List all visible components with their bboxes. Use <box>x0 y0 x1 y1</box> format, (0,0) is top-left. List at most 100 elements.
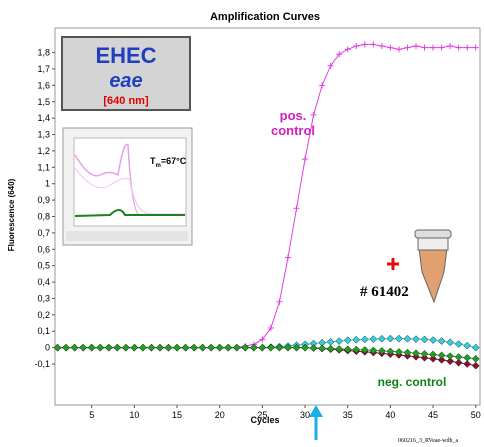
point <box>420 353 429 362</box>
point <box>403 348 412 357</box>
point <box>429 354 437 363</box>
point <box>53 343 62 352</box>
point <box>463 353 472 362</box>
point <box>386 334 395 343</box>
point <box>378 43 385 50</box>
point <box>387 44 394 51</box>
point <box>378 347 386 355</box>
point <box>454 358 463 367</box>
point <box>275 343 284 352</box>
y-tick-label: 1,4 <box>37 113 50 123</box>
point <box>344 46 351 53</box>
point <box>249 343 258 352</box>
point <box>353 43 360 50</box>
point <box>361 41 368 48</box>
point <box>198 343 207 352</box>
point <box>276 298 283 305</box>
point <box>471 343 480 352</box>
label-box <box>61 36 191 111</box>
point <box>335 337 344 345</box>
melting-inset: Tm=67°C <box>62 127 193 246</box>
point <box>438 44 445 51</box>
point <box>343 336 352 345</box>
point <box>463 360 472 368</box>
point <box>404 44 411 51</box>
point <box>429 350 437 359</box>
point <box>412 43 419 50</box>
tube-rim <box>417 237 449 251</box>
point <box>319 82 326 89</box>
y-tick-label: 1 <box>45 179 50 189</box>
x-tick-label: 35 <box>343 410 353 420</box>
point <box>429 336 437 344</box>
point <box>79 343 88 352</box>
inset-legend <box>66 231 188 241</box>
point <box>437 356 446 364</box>
file-name: 060216_3_RVeae-wdh_a <box>398 438 459 444</box>
point <box>378 334 386 343</box>
point <box>241 343 250 352</box>
point <box>156 343 164 352</box>
point <box>412 349 420 358</box>
cross <box>387 258 399 270</box>
x-tick-label: 30 <box>300 410 310 420</box>
y-tick-label: 0,3 <box>37 293 50 303</box>
y-tick-label: 0,5 <box>37 261 50 271</box>
point <box>96 343 105 352</box>
y-tick-label: 0,6 <box>37 244 50 254</box>
chart-title: Amplification Curves <box>210 11 320 23</box>
point <box>420 335 429 344</box>
arrow-head <box>309 405 323 417</box>
point <box>70 343 79 352</box>
point <box>215 343 224 352</box>
x-tick-label: 20 <box>215 410 225 420</box>
marks <box>53 41 480 370</box>
point <box>284 343 292 352</box>
point <box>326 344 335 353</box>
inset-curve <box>74 209 185 217</box>
point <box>318 344 326 353</box>
y-tick-label: 0 <box>45 343 50 353</box>
point <box>310 111 317 118</box>
point <box>327 62 334 69</box>
tm-sub: m <box>156 163 161 169</box>
series-label: neg. control <box>377 375 447 389</box>
y-tick-label: 0,8 <box>37 212 50 222</box>
point <box>113 343 122 352</box>
sample-label: # 61402 <box>360 284 409 300</box>
point <box>301 343 309 352</box>
point <box>369 346 378 355</box>
tm-label: Tm=67°C <box>150 156 187 169</box>
point <box>181 343 190 352</box>
point <box>421 44 428 51</box>
point <box>309 344 318 352</box>
point <box>267 343 275 352</box>
point <box>62 343 70 352</box>
tube-cap <box>414 229 452 239</box>
point <box>190 343 198 352</box>
y-tick-label: 1,8 <box>37 48 50 58</box>
x-tick-label: 40 <box>385 410 395 420</box>
point <box>395 334 403 343</box>
point <box>267 324 274 331</box>
point <box>446 338 454 347</box>
point <box>447 43 454 50</box>
point <box>454 353 463 361</box>
x-axis-label: Cycles <box>250 415 279 425</box>
point <box>259 336 266 343</box>
gene: eae <box>109 70 142 92</box>
point <box>326 338 335 346</box>
x-tick-label: 5 <box>89 410 94 420</box>
y-tick-label: 1,6 <box>37 80 50 90</box>
point <box>292 343 301 352</box>
point <box>472 44 479 51</box>
y-tick-label: -0,1 <box>34 359 50 369</box>
point <box>471 354 480 363</box>
x-tick-label: 10 <box>129 410 139 420</box>
point <box>130 343 139 352</box>
channel: [640 nm] <box>103 95 149 107</box>
point <box>121 343 130 352</box>
y-tick-label: 0,7 <box>37 228 50 238</box>
